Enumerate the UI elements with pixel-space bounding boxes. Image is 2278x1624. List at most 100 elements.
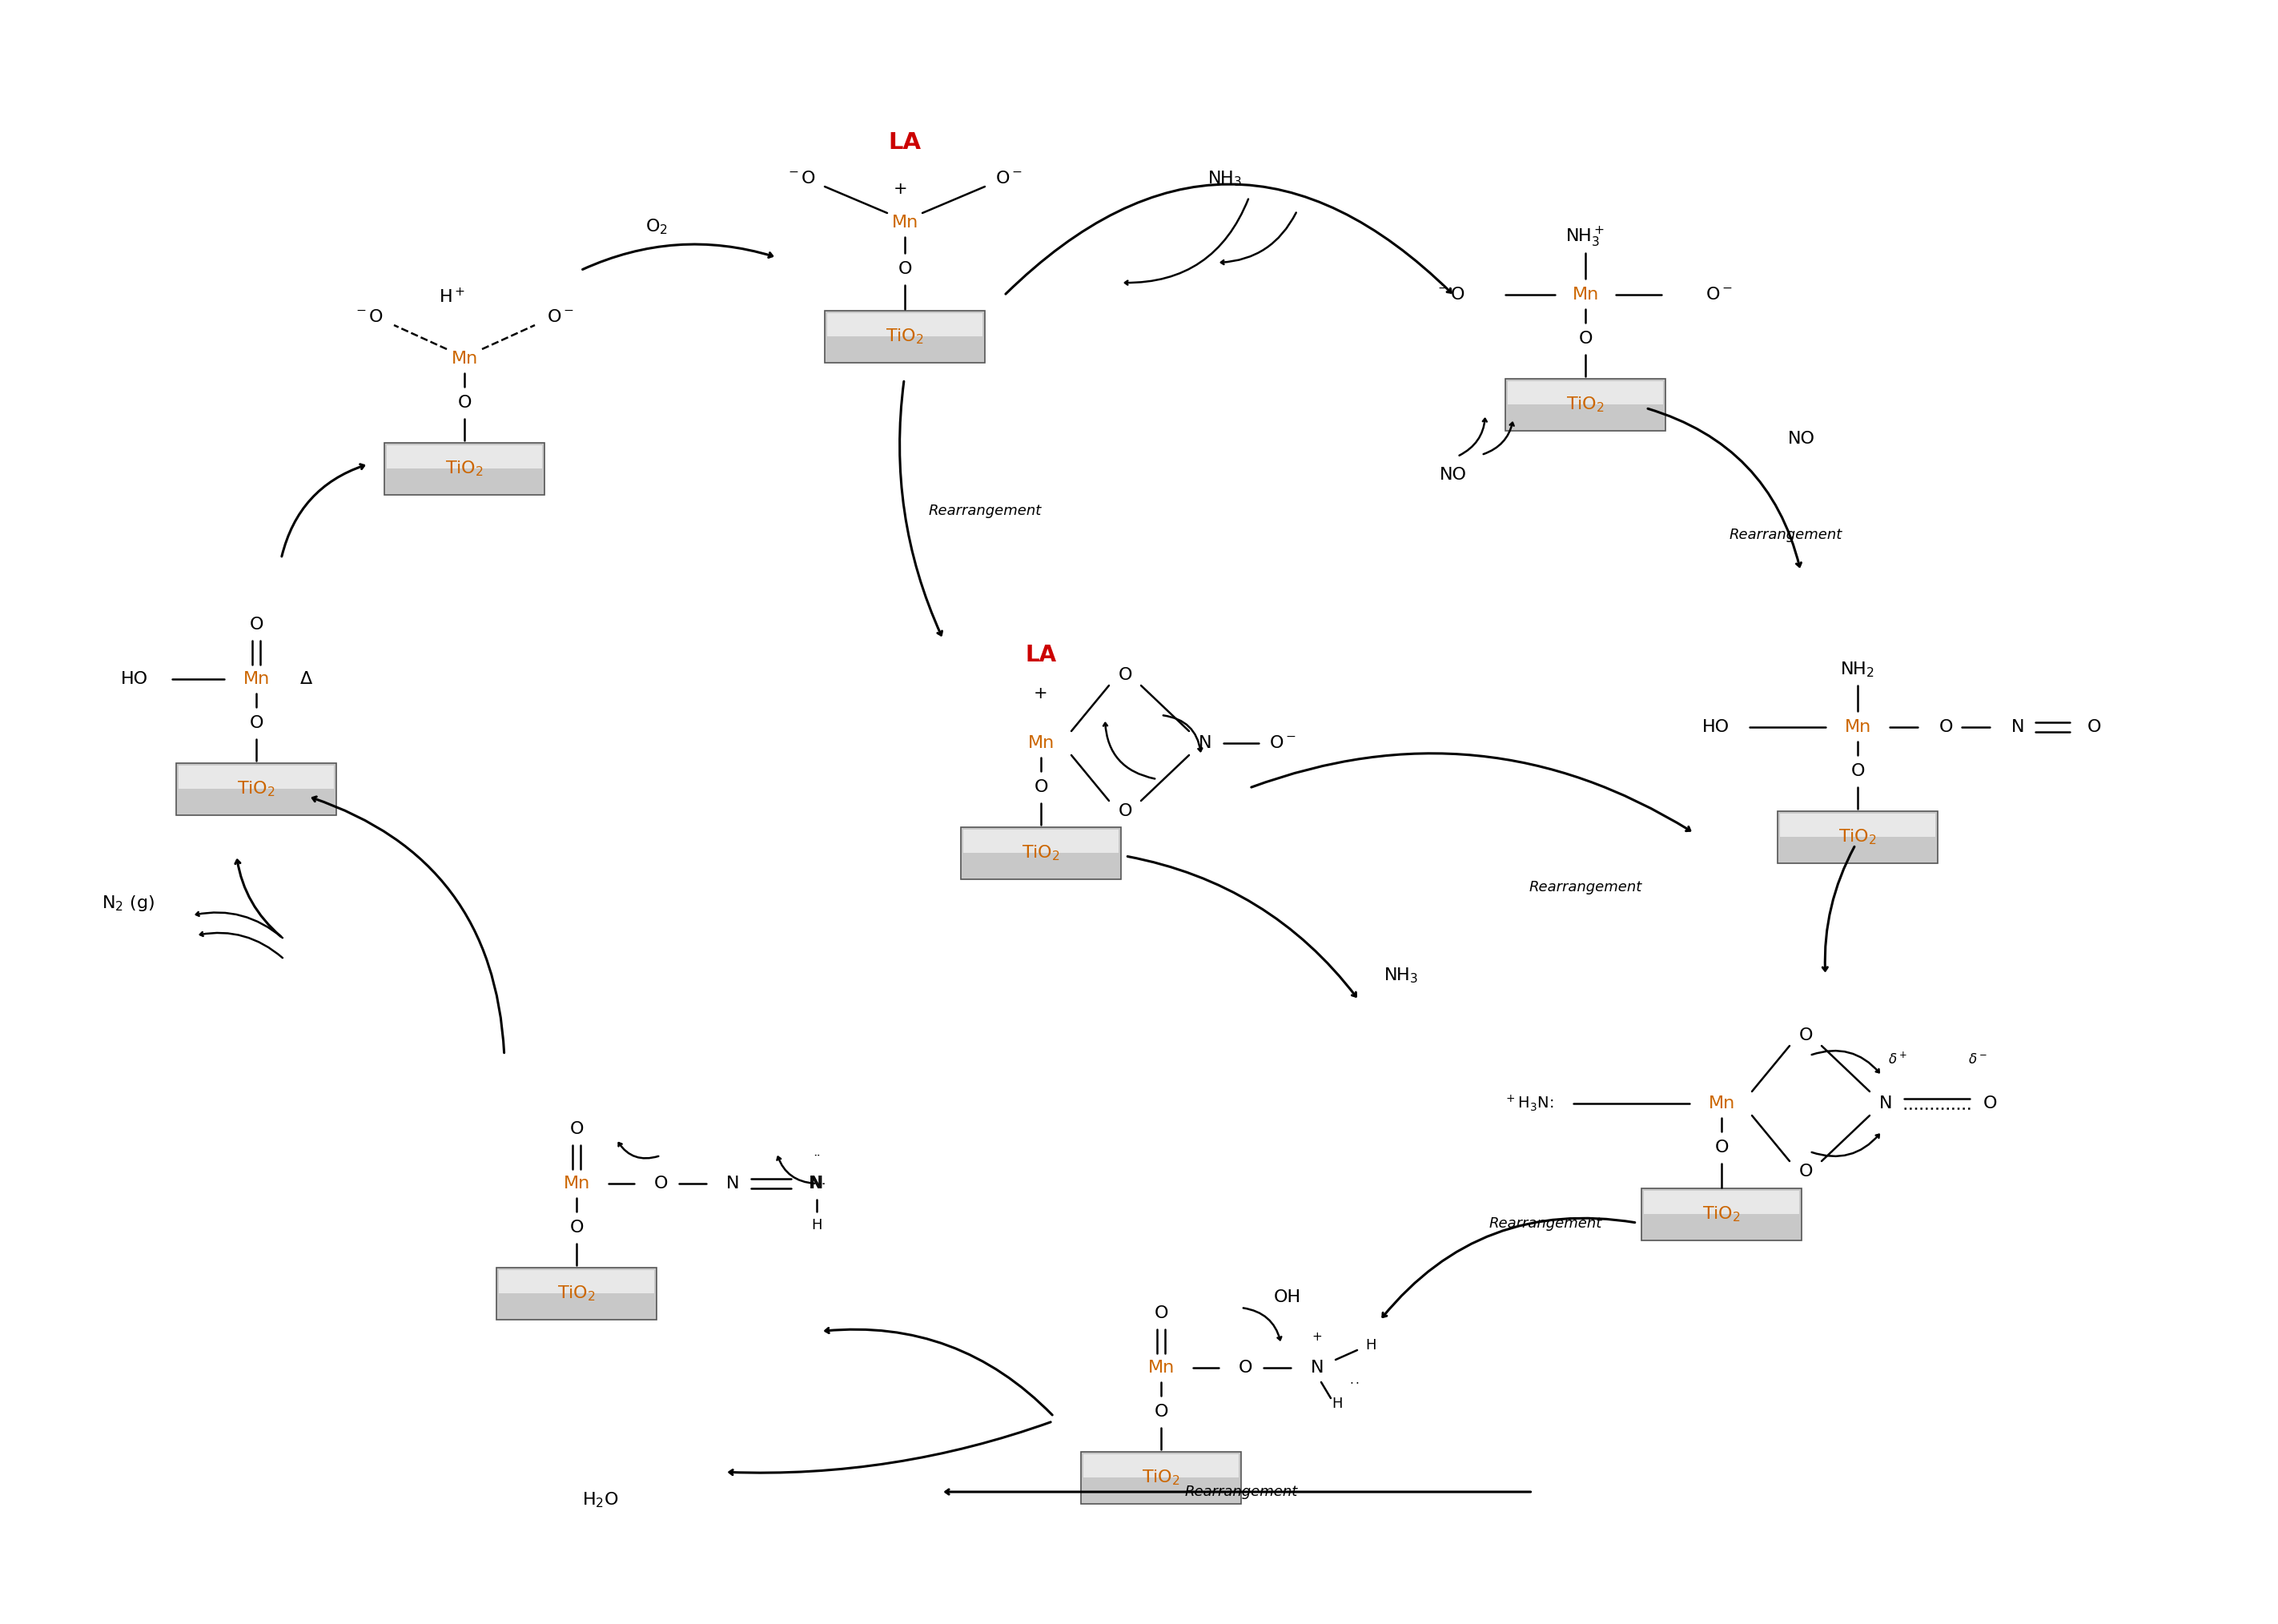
Text: Mn: Mn xyxy=(244,671,269,687)
Text: Rearrangement: Rearrangement xyxy=(1490,1216,1601,1231)
FancyBboxPatch shape xyxy=(175,763,337,815)
Text: Mn: Mn xyxy=(451,351,478,367)
Text: N$\ddot{}$: N$\ddot{}$ xyxy=(809,1176,825,1192)
FancyBboxPatch shape xyxy=(1508,380,1663,404)
Text: N$_2$ (g): N$_2$ (g) xyxy=(103,893,155,913)
Text: NO: NO xyxy=(1440,466,1467,482)
Text: TiO$_2$: TiO$_2$ xyxy=(886,326,925,346)
Text: O: O xyxy=(1155,1403,1169,1419)
FancyBboxPatch shape xyxy=(1084,1453,1239,1478)
Text: Rearrangement: Rearrangement xyxy=(1185,1484,1298,1499)
Text: O: O xyxy=(898,261,911,278)
Text: O: O xyxy=(1982,1096,1998,1111)
Text: O$^-$: O$^-$ xyxy=(547,309,574,325)
Text: O: O xyxy=(1715,1140,1729,1156)
Text: O: O xyxy=(1034,780,1048,796)
Text: N: N xyxy=(811,1176,822,1192)
Text: H$_2$O: H$_2$O xyxy=(583,1491,620,1509)
Text: TiO$_2$: TiO$_2$ xyxy=(1023,843,1059,862)
Text: $^-$O: $^-$O xyxy=(1435,287,1465,302)
Text: N: N xyxy=(1879,1096,1893,1111)
Text: H: H xyxy=(1333,1397,1342,1411)
Text: HO: HO xyxy=(1702,719,1729,736)
FancyBboxPatch shape xyxy=(1506,378,1665,430)
Text: O: O xyxy=(1118,804,1132,818)
Text: Mn: Mn xyxy=(1148,1359,1175,1376)
Text: N: N xyxy=(1198,736,1212,752)
Text: HO: HO xyxy=(121,671,148,687)
Text: N: N xyxy=(2011,719,2025,736)
Text: TiO$_2$: TiO$_2$ xyxy=(558,1285,595,1302)
FancyBboxPatch shape xyxy=(385,442,544,494)
FancyBboxPatch shape xyxy=(827,313,982,336)
FancyBboxPatch shape xyxy=(178,765,335,789)
Text: O: O xyxy=(1850,763,1866,780)
Text: TiO$_2$: TiO$_2$ xyxy=(444,460,483,477)
Text: Δ: Δ xyxy=(301,671,312,687)
Text: TiO$_2$: TiO$_2$ xyxy=(1141,1468,1180,1488)
FancyBboxPatch shape xyxy=(1645,1190,1800,1215)
FancyBboxPatch shape xyxy=(387,445,542,468)
Text: Mn: Mn xyxy=(1027,736,1055,752)
Text: +: + xyxy=(893,180,909,197)
Text: TiO$_2$: TiO$_2$ xyxy=(1838,827,1877,846)
Text: N: N xyxy=(1310,1359,1324,1376)
Text: O: O xyxy=(570,1220,583,1236)
Text: NH$_3$: NH$_3$ xyxy=(1383,966,1419,984)
Text: O$_2$: O$_2$ xyxy=(645,218,667,235)
Text: O: O xyxy=(1118,667,1132,684)
Text: N: N xyxy=(727,1176,740,1192)
Text: $\delta^+$: $\delta^+$ xyxy=(1888,1052,1907,1067)
Text: O: O xyxy=(1800,1028,1813,1044)
Text: O: O xyxy=(1237,1359,1253,1376)
Text: +: + xyxy=(1034,685,1048,702)
Text: TiO$_2$: TiO$_2$ xyxy=(1567,395,1604,414)
FancyBboxPatch shape xyxy=(1777,810,1939,862)
FancyBboxPatch shape xyxy=(1082,1452,1242,1504)
Text: TiO$_2$: TiO$_2$ xyxy=(1702,1205,1740,1223)
Text: O: O xyxy=(248,715,264,731)
Text: LA: LA xyxy=(888,132,920,154)
Text: Mn: Mn xyxy=(1572,287,1599,302)
Text: O: O xyxy=(1155,1306,1169,1322)
Text: NH$_2$: NH$_2$ xyxy=(1841,659,1875,679)
Text: O: O xyxy=(654,1176,667,1192)
Text: O: O xyxy=(2087,719,2100,736)
Text: $\cdot\cdot$: $\cdot\cdot$ xyxy=(1349,1376,1360,1389)
Text: NO: NO xyxy=(1788,430,1816,447)
FancyBboxPatch shape xyxy=(1779,814,1936,836)
Text: Mn: Mn xyxy=(1845,719,1870,736)
Text: ¨: ¨ xyxy=(813,1155,820,1168)
FancyBboxPatch shape xyxy=(499,1270,654,1293)
Text: H: H xyxy=(811,1218,822,1233)
Text: Mn: Mn xyxy=(891,214,918,231)
FancyBboxPatch shape xyxy=(497,1267,656,1319)
Text: $^+$H$_3$N:: $^+$H$_3$N: xyxy=(1503,1093,1554,1114)
Text: Rearrangement: Rearrangement xyxy=(1729,528,1843,542)
Text: H$^+$: H$^+$ xyxy=(440,287,465,305)
Text: H: H xyxy=(1365,1338,1376,1353)
Text: LA: LA xyxy=(1025,643,1057,666)
Text: NH$_3$: NH$_3$ xyxy=(1207,169,1242,188)
Text: $\delta^-$: $\delta^-$ xyxy=(1968,1052,1986,1067)
Text: Rearrangement: Rearrangement xyxy=(929,503,1041,518)
Text: NH$_3^+$: NH$_3^+$ xyxy=(1565,226,1606,248)
Text: OH: OH xyxy=(1273,1289,1301,1306)
Text: $^-$O: $^-$O xyxy=(353,309,383,325)
Text: TiO$_2$: TiO$_2$ xyxy=(237,780,276,799)
Text: Rearrangement: Rearrangement xyxy=(1529,880,1642,895)
Text: O: O xyxy=(248,617,264,633)
Text: O$^-$: O$^-$ xyxy=(1706,287,1734,302)
FancyBboxPatch shape xyxy=(1642,1189,1802,1241)
Text: O: O xyxy=(1579,331,1592,348)
Text: O: O xyxy=(1800,1163,1813,1179)
Text: Mn: Mn xyxy=(563,1176,590,1192)
Text: +: + xyxy=(1312,1332,1321,1343)
FancyBboxPatch shape xyxy=(825,310,984,362)
FancyBboxPatch shape xyxy=(961,827,1121,879)
Text: O: O xyxy=(570,1121,583,1137)
FancyBboxPatch shape xyxy=(964,830,1118,853)
Text: O: O xyxy=(1939,719,1952,736)
Text: $^-$O: $^-$O xyxy=(786,171,816,187)
Text: O: O xyxy=(458,395,472,411)
